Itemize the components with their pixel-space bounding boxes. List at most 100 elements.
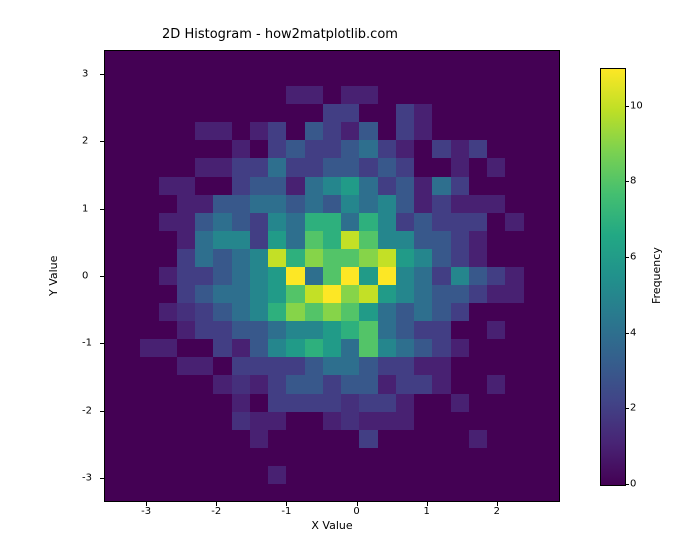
y-tick-label: -2	[82, 405, 92, 416]
heatmap-cell	[195, 412, 213, 430]
heatmap-cell	[469, 339, 487, 357]
heatmap-cell	[341, 267, 359, 285]
heatmap-cell	[213, 285, 231, 303]
heatmap-cell	[305, 86, 323, 104]
heatmap-cell	[323, 50, 341, 68]
heatmap-cell	[505, 231, 523, 249]
heatmap-cell	[505, 86, 523, 104]
y-tick-label: 0	[82, 271, 88, 282]
colorbar-tick-mark	[625, 106, 629, 107]
heatmap-cell	[140, 267, 158, 285]
heatmap-cell	[451, 177, 469, 195]
heatmap-cell	[286, 357, 304, 375]
heatmap-cell	[359, 303, 377, 321]
heatmap-cell	[286, 104, 304, 122]
heatmap-cell	[286, 448, 304, 466]
heatmap-cell	[140, 231, 158, 249]
heatmap-cell	[487, 412, 505, 430]
heatmap-cell	[414, 122, 432, 140]
heatmap-cell	[323, 86, 341, 104]
heatmap-cell	[122, 412, 140, 430]
heatmap-cell	[213, 231, 231, 249]
heatmap-cell	[250, 339, 268, 357]
heatmap-cell	[524, 50, 542, 68]
heatmap-cell	[232, 249, 250, 267]
heatmap-cell	[232, 448, 250, 466]
heatmap-cell	[505, 213, 523, 231]
heatmap-cell	[487, 448, 505, 466]
heatmap-cell	[505, 430, 523, 448]
heatmap-cell	[122, 484, 140, 502]
heatmap-cell	[469, 285, 487, 303]
heatmap-cell	[341, 466, 359, 484]
heatmap-cell	[451, 195, 469, 213]
heatmap-cell	[140, 249, 158, 267]
heatmap-cell	[469, 375, 487, 393]
heatmap-cell	[177, 267, 195, 285]
heatmap-cell	[542, 177, 560, 195]
heatmap-cell	[104, 104, 122, 122]
heatmap-cell	[414, 267, 432, 285]
heatmap-cell	[323, 285, 341, 303]
heatmap-cell	[487, 484, 505, 502]
heatmap-cell	[323, 448, 341, 466]
heatmap-cell	[524, 122, 542, 140]
heatmap-cell	[341, 213, 359, 231]
heatmap-cell	[524, 339, 542, 357]
heatmap-cell	[122, 448, 140, 466]
heatmap-cell	[140, 430, 158, 448]
heatmap-cell	[432, 394, 450, 412]
heatmap-cell	[469, 267, 487, 285]
y-tick-mark	[100, 209, 104, 210]
heatmap-cell	[195, 267, 213, 285]
heatmap-cell	[414, 430, 432, 448]
heatmap-cell	[232, 195, 250, 213]
heatmap-cell	[378, 195, 396, 213]
heatmap-cell	[122, 249, 140, 267]
heatmap-cell	[341, 86, 359, 104]
heatmap-cell	[104, 412, 122, 430]
heatmap-cell	[268, 86, 286, 104]
heatmap-cell	[323, 104, 341, 122]
heatmap-cell	[195, 231, 213, 249]
heatmap-cell	[524, 394, 542, 412]
heatmap-cell	[469, 50, 487, 68]
heatmap-cell	[195, 213, 213, 231]
heatmap-cell	[213, 412, 231, 430]
heatmap-cell	[323, 321, 341, 339]
heatmap-cell	[378, 158, 396, 176]
heatmap-cell	[359, 285, 377, 303]
colorbar-tick-mark	[625, 408, 629, 409]
heatmap-cell	[341, 177, 359, 195]
heatmap-cell	[232, 177, 250, 195]
heatmap-cell	[396, 394, 414, 412]
heatmap-cell	[524, 68, 542, 86]
heatmap-cell	[286, 267, 304, 285]
heatmap-cell	[122, 267, 140, 285]
colorbar-tick-label: 8	[630, 176, 636, 187]
heatmap-cell	[159, 430, 177, 448]
heatmap-cell	[396, 357, 414, 375]
heatmap-cell	[359, 122, 377, 140]
heatmap-cell	[250, 267, 268, 285]
heatmap-cell	[232, 484, 250, 502]
heatmap-cell	[396, 158, 414, 176]
heatmap-cell	[323, 394, 341, 412]
heatmap-cell	[469, 104, 487, 122]
heatmap-cell	[469, 412, 487, 430]
heatmap-cell	[542, 104, 560, 122]
heatmap-cell	[159, 86, 177, 104]
heatmap-cell	[232, 412, 250, 430]
heatmap-cell	[469, 249, 487, 267]
heatmap-cell	[323, 267, 341, 285]
heatmap-cell	[432, 321, 450, 339]
heatmap-cell	[250, 412, 268, 430]
heatmap-cell	[195, 249, 213, 267]
heatmap-cell	[159, 394, 177, 412]
heatmap-cell	[542, 86, 560, 104]
heatmap-cell	[140, 339, 158, 357]
heatmap-cell	[250, 158, 268, 176]
heatmap-cell	[140, 484, 158, 502]
x-tick-label: 1	[424, 506, 430, 517]
heatmap-cell	[177, 231, 195, 249]
